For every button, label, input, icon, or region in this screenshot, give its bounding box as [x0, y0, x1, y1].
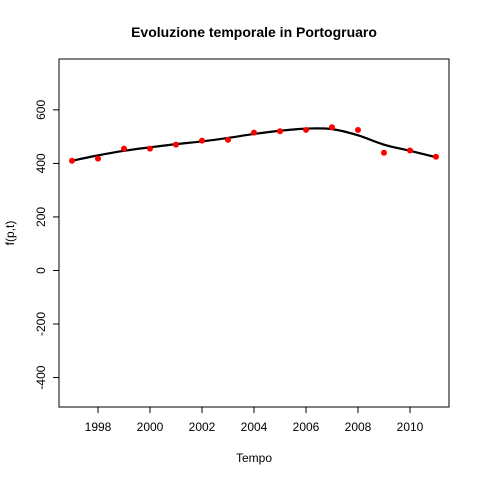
data-point: [95, 155, 101, 162]
y-tick-label: 0: [34, 267, 48, 274]
y-tick-label: 200: [34, 207, 48, 227]
data-point: [381, 149, 387, 156]
x-tick-label: 2002: [189, 420, 216, 434]
data-point: [407, 147, 413, 154]
data-point: [69, 157, 75, 164]
data-point: [277, 128, 283, 135]
data-point: [199, 137, 205, 144]
data-point: [121, 145, 127, 152]
y-tick-label: -200: [34, 312, 48, 336]
y-tick-label: 400: [34, 153, 48, 173]
data-point: [303, 126, 309, 133]
x-tick-label: 2006: [293, 420, 320, 434]
x-axis-label: Tempo: [236, 451, 272, 465]
data-point: [251, 129, 257, 136]
chart-title: Evoluzione temporale in Portogruaro: [131, 24, 377, 40]
y-tick-label: 600: [34, 100, 48, 120]
x-tick-label: 2000: [137, 420, 164, 434]
data-point: [433, 153, 439, 160]
y-axis: -400 -200 0 200 400 600: [34, 100, 59, 390]
y-axis-label: f(p,t): [3, 221, 17, 246]
data-point: [355, 126, 361, 133]
x-tick-label: 2004: [241, 420, 268, 434]
x-tick-label: 1998: [85, 420, 112, 434]
data-point: [173, 141, 179, 148]
data-point: [225, 136, 231, 143]
data-point: [329, 124, 335, 131]
data-point: [147, 145, 153, 152]
y-tick-label: -400: [34, 365, 48, 389]
x-axis: 1998 2000 2002 2004 2006 2008 2010: [85, 407, 424, 434]
x-tick-label: 2008: [345, 420, 372, 434]
x-tick-label: 2010: [397, 420, 424, 434]
plot-frame: [58, 58, 450, 408]
data-points: [69, 124, 439, 164]
